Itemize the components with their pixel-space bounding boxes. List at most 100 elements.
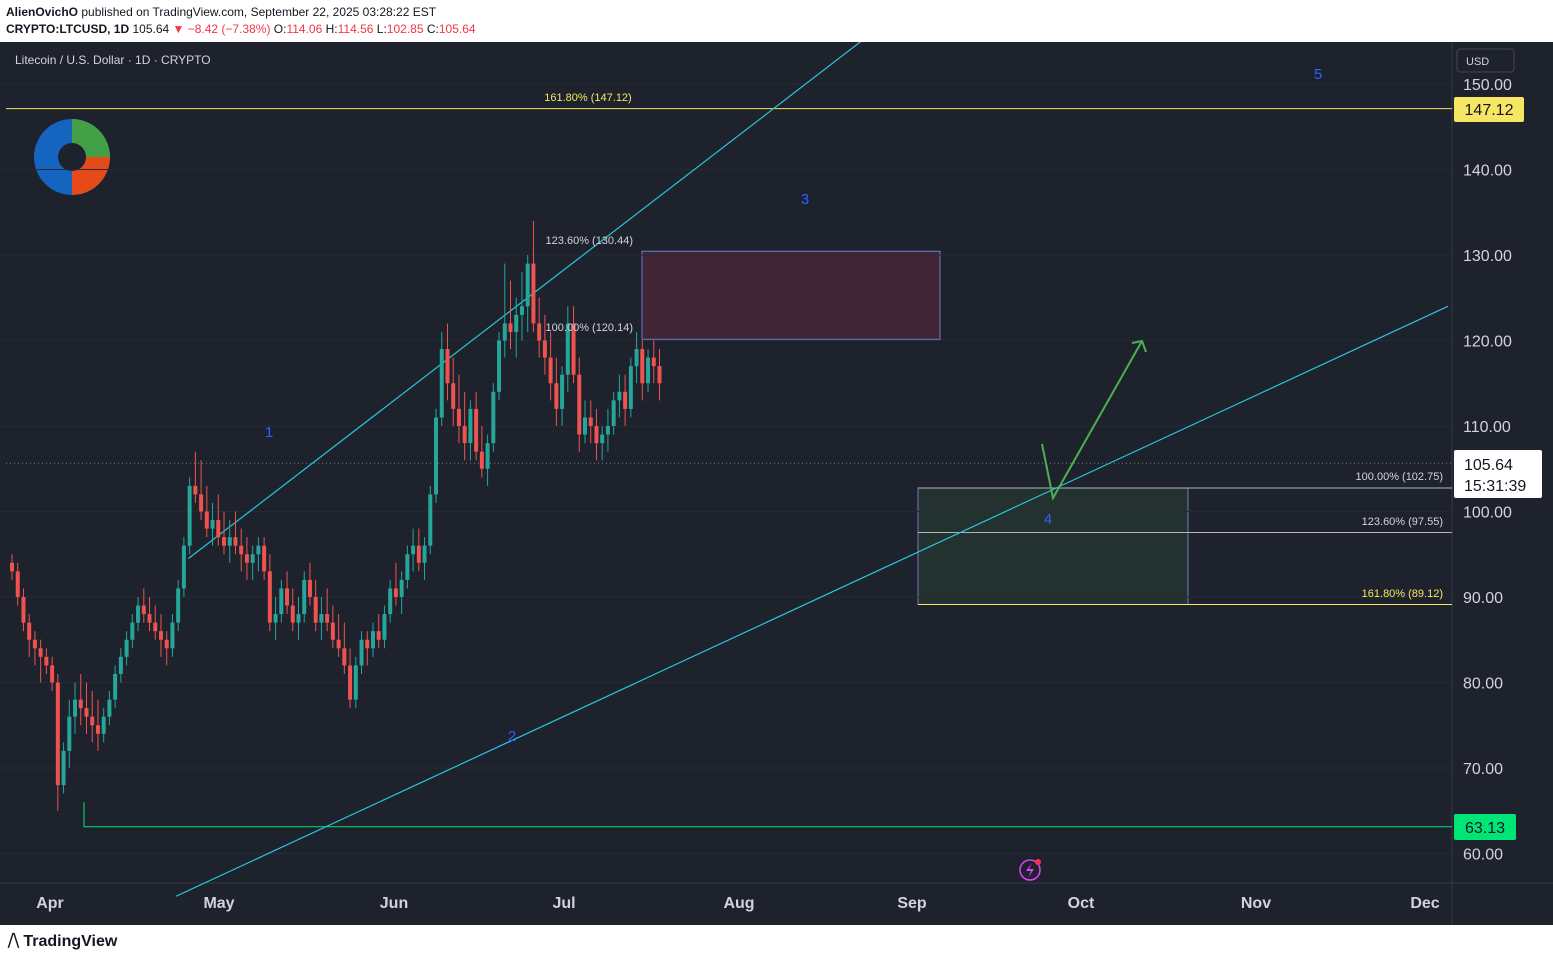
y-tick-label: 130.00 (1463, 248, 1512, 265)
candle-body (136, 605, 141, 623)
brand-name: TradingView (23, 933, 118, 950)
candle-body (250, 554, 255, 563)
x-axis: Apr May Jun Jul Aug Sep Oct Nov Dec (36, 895, 1440, 912)
fib-label-102: 100.00% (102.75) (1356, 471, 1443, 483)
author-name[interactable]: AlienOvichO (6, 5, 79, 19)
candle-body (479, 451, 484, 469)
y-tick-label: 70.00 (1463, 761, 1503, 778)
y-tick-label: 90.00 (1463, 590, 1503, 607)
levels-layer (6, 108, 1452, 828)
candle-body (267, 571, 272, 623)
candle-body (176, 588, 181, 623)
last-price: 105.64 (132, 22, 170, 36)
candle-body (508, 323, 513, 332)
candle-body (50, 665, 55, 683)
candle-body (651, 357, 656, 367)
channel-layer (175, 0, 1449, 897)
grid-layer (0, 83, 1452, 854)
candle-body (158, 631, 163, 640)
price-change: ▼ −8.42 (−7.38%) (172, 22, 271, 36)
candle-body (617, 391, 622, 401)
candle-body (290, 605, 295, 623)
footer: ⧸⧹ TradingView (0, 925, 1553, 960)
candle-body (210, 520, 215, 529)
price-badge-147-text: 147.12 (1465, 102, 1514, 119)
x-tick-label: Oct (1068, 895, 1095, 912)
candle-body (537, 323, 542, 341)
candle-body (32, 639, 37, 649)
lightning-icon[interactable] (1019, 859, 1041, 881)
x-tick-label: Apr (36, 895, 64, 912)
candle-body (279, 588, 284, 615)
candle-body (411, 545, 416, 555)
candle-body (474, 408, 479, 452)
candle-body (124, 639, 129, 657)
currency-button[interactable] (1456, 48, 1515, 73)
candle-body (199, 494, 204, 512)
y-tick-label: 80.00 (1463, 676, 1503, 693)
channel-line-2 (175, 305, 1449, 897)
candle-body (244, 554, 249, 563)
candle-body (15, 571, 20, 597)
y-tick-label: 150.00 (1463, 77, 1512, 94)
tv-logo-icon: ⧸⧹ (8, 933, 19, 950)
candle-body (468, 408, 473, 444)
candle-body (646, 357, 651, 384)
y-tick-label: 100.00 (1463, 505, 1512, 522)
candle-body (44, 656, 49, 666)
candle-body (78, 699, 83, 709)
y-tick-label: 140.00 (1463, 163, 1512, 180)
close-value: 105.64 (438, 22, 476, 36)
wave-label-5: 5 (1314, 66, 1322, 83)
candle-body (485, 443, 490, 469)
x-tick-label: Jul (552, 895, 575, 912)
candle-body (445, 349, 450, 384)
candle-body (571, 323, 576, 375)
candle-body (434, 417, 439, 495)
y-tick-label: 120.00 (1463, 334, 1512, 351)
projection-arrow[interactable] (1041, 340, 1143, 501)
candle-body (107, 699, 112, 717)
candle-body (611, 400, 616, 426)
candle-body (348, 665, 353, 700)
candle-body (365, 639, 370, 649)
candle-body (27, 622, 32, 640)
candle-body (560, 374, 565, 409)
candle-body (90, 716, 95, 726)
candle-body (531, 263, 536, 324)
symbol-line: CRYPTO:LTCUSD, 1D 105.64 ▼ −8.42 (−7.38%… (6, 22, 476, 36)
chart-area[interactable]: Litecoin / U.S. Dollar · 1D · CRYPTO USD… (0, 0, 1553, 925)
resistance-zone[interactable] (641, 250, 941, 340)
arrow-head-icon (1131, 339, 1147, 353)
x-tick-label: Aug (723, 895, 754, 912)
publish-line: AlienOvichO published on TradingView.com… (6, 5, 436, 19)
candle-body (456, 408, 461, 426)
candle-body (634, 349, 639, 367)
high-label: H: (325, 22, 338, 36)
candle-body (307, 579, 312, 597)
candle-body (130, 622, 135, 640)
candle-body (588, 417, 593, 426)
candle-body (193, 485, 198, 495)
candle-body (399, 579, 404, 597)
chart-svg[interactable]: Litecoin / U.S. Dollar · 1D · CRYPTO USD… (0, 0, 1553, 925)
candle-body (342, 648, 347, 666)
candle-body (336, 639, 341, 649)
candle-body (239, 545, 244, 555)
candle-body (623, 391, 628, 409)
support-zone[interactable] (917, 487, 1189, 606)
candle-body (519, 306, 524, 315)
candle-body (21, 597, 26, 623)
high-value: 114.56 (337, 22, 374, 36)
candle-body (439, 349, 444, 418)
candle-body (428, 494, 433, 546)
candle-body (605, 426, 610, 435)
author-logo-icon (34, 119, 110, 195)
candle-body (153, 622, 158, 632)
candle-body (388, 588, 393, 615)
tradingview-logo[interactable]: ⧸⧹ TradingView (8, 933, 117, 951)
candle-body (548, 357, 553, 384)
candle-body (376, 631, 381, 640)
x-tick-label: Dec (1410, 895, 1439, 912)
fib-label-147: 161.80% (147.12) (544, 92, 631, 104)
